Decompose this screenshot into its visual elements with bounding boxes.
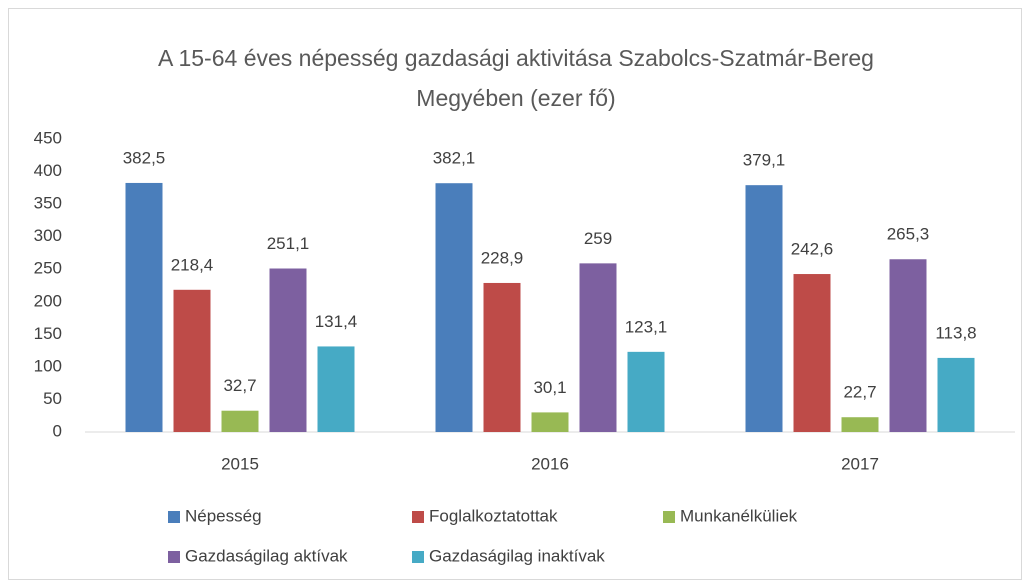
bar — [841, 417, 879, 432]
data-label: 228,9 — [481, 248, 524, 267]
y-tick-label: 100 — [34, 356, 62, 375]
legend-swatch — [412, 551, 424, 563]
y-tick-label: 200 — [34, 291, 62, 310]
data-label: 242,6 — [791, 240, 834, 259]
x-tick-label: 2017 — [841, 454, 879, 473]
data-label: 379,1 — [743, 151, 786, 170]
y-tick-label: 300 — [34, 226, 62, 245]
x-tick-label: 2016 — [531, 454, 569, 473]
x-tick-label: 2015 — [221, 454, 259, 473]
legend-label: Gazdaságilag inaktívak — [429, 546, 605, 565]
data-label: 382,1 — [433, 149, 476, 168]
bar — [579, 263, 617, 432]
legend-label: Gazdaságilag aktívak — [185, 546, 348, 565]
data-label: 382,5 — [123, 148, 166, 167]
y-tick-label: 0 — [53, 421, 62, 440]
data-label: 32,7 — [223, 376, 256, 395]
data-label: 218,4 — [171, 255, 214, 274]
y-tick-label: 150 — [34, 324, 62, 343]
y-tick-label: 250 — [34, 259, 62, 278]
bar — [483, 282, 521, 432]
bar — [793, 274, 831, 432]
bar — [317, 346, 355, 432]
legend-swatch — [168, 511, 180, 523]
bar — [889, 259, 927, 432]
bar — [269, 268, 307, 432]
legend-label: Népesség — [185, 506, 262, 525]
data-label: 131,4 — [315, 312, 358, 331]
legend-swatch — [168, 551, 180, 563]
y-tick-label: 400 — [34, 161, 62, 180]
y-tick-label: 450 — [34, 128, 62, 147]
data-label: 113,8 — [935, 323, 976, 342]
bar — [125, 182, 163, 432]
bar — [745, 185, 783, 432]
legend-swatch — [663, 511, 675, 523]
bar — [531, 412, 569, 432]
bar — [937, 357, 975, 432]
data-label: 265,3 — [887, 225, 930, 244]
bar — [173, 289, 211, 432]
chart-title: A 15-64 éves népesség gazdasági aktivitá… — [158, 45, 874, 111]
y-tick-label: 50 — [43, 389, 62, 408]
data-label: 22,7 — [843, 383, 876, 402]
data-label: 30,1 — [533, 378, 566, 397]
legend-swatch — [412, 511, 424, 523]
bar — [221, 410, 259, 432]
data-label: 259 — [584, 229, 612, 248]
chart-frame — [8, 8, 1022, 580]
data-label: 251,1 — [267, 234, 310, 253]
bar — [627, 351, 665, 432]
legend-label: Foglalkoztatottak — [429, 506, 558, 525]
legend-label: Munkanélküliek — [680, 506, 798, 525]
data-label: 123,1 — [625, 317, 668, 336]
y-tick-label: 350 — [34, 194, 62, 213]
bar — [435, 183, 473, 432]
